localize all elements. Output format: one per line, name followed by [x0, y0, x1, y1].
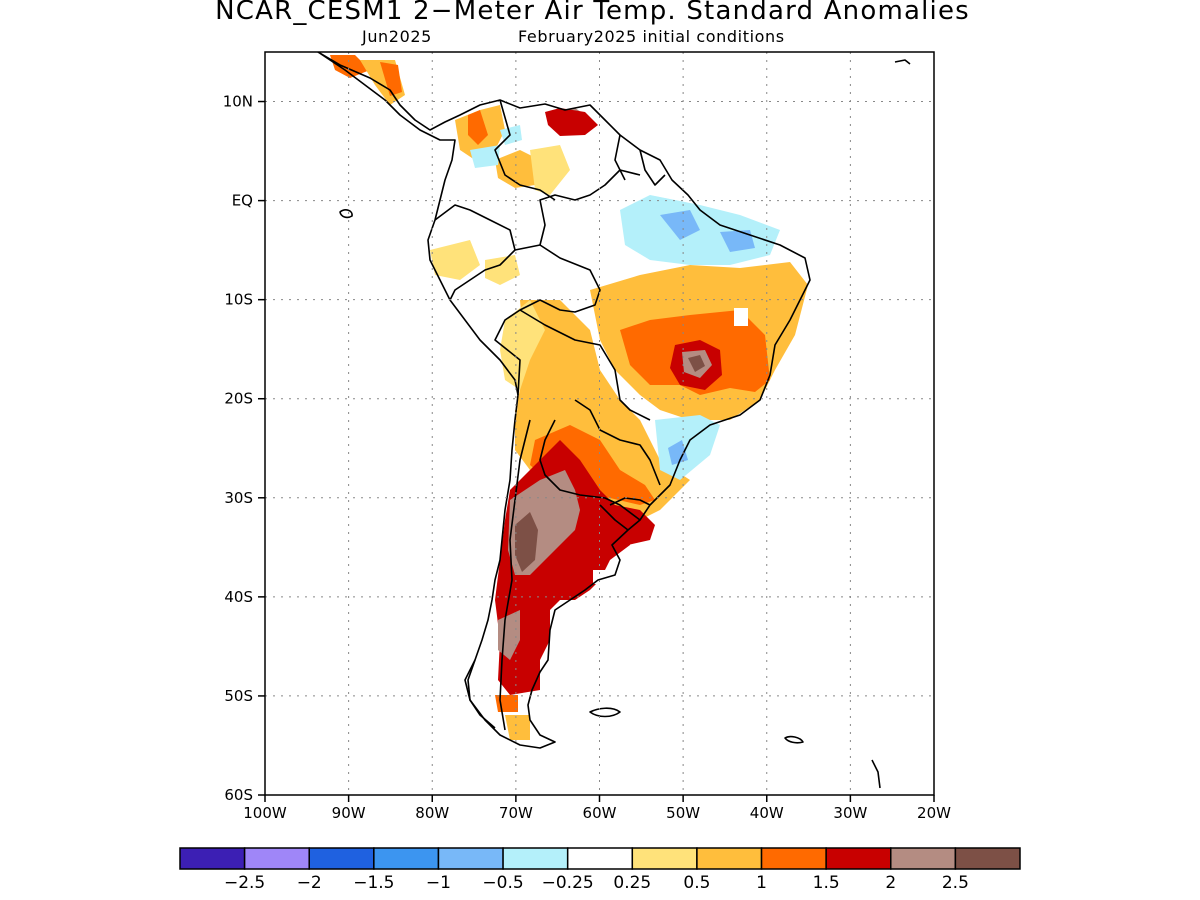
colorbar-swatch: [308, 847, 375, 870]
colorbar-swatch: [696, 847, 763, 870]
colorbar-label: −0.5: [482, 873, 523, 893]
lon-tick-label: 20W: [917, 804, 951, 822]
colorbar-label: −2: [297, 873, 322, 893]
colorbar-swatch: [631, 847, 698, 870]
colorbar-label: 2.5: [942, 873, 969, 893]
colorbar-swatch: [243, 847, 310, 870]
colorbar-label: −1.5: [353, 873, 394, 893]
lon-tick-label: 90W: [332, 804, 366, 822]
colorbar-label: −0.25: [542, 873, 594, 893]
lon-tick-label: 80W: [415, 804, 449, 822]
lon-tick-label: 40W: [750, 804, 784, 822]
colorbar-swatch: [502, 847, 569, 870]
valid-month: Jun2025: [362, 27, 432, 46]
colorbar-label: −2.5: [224, 873, 265, 893]
lat-tick-label: 40S: [224, 588, 253, 606]
anomaly-field: [330, 55, 808, 740]
lat-tick-label: 50S: [224, 687, 253, 705]
colorbar-label: 1: [756, 873, 767, 893]
lat-tick-label: 10N: [223, 93, 253, 111]
lon-tick-label: 100W: [243, 804, 287, 822]
colorbar-swatch: [179, 847, 246, 870]
lat-tick-label: 60S: [224, 786, 253, 804]
coastline: [317, 52, 911, 789]
chart-title: NCAR_CESM1 2−Meter Air Temp. Standard An…: [215, 0, 970, 26]
initial-conditions: February2025 initial conditions: [518, 27, 785, 46]
lat-tick-label: 20S: [224, 390, 253, 408]
colorbar-swatch: [760, 847, 827, 870]
colorbar-label: 1.5: [813, 873, 840, 893]
lat-tick-label: 30S: [224, 489, 253, 507]
colorbar-swatch: [890, 847, 957, 870]
colorbar-swatch: [373, 847, 440, 870]
lat-tick-label: EQ: [232, 192, 253, 210]
lon-tick-label: 30W: [833, 804, 867, 822]
colorbar-label: −1: [426, 873, 451, 893]
colorbar-label: 2: [885, 873, 896, 893]
colorbar-swatch: [566, 847, 634, 870]
lon-tick-label: 70W: [499, 804, 533, 822]
colorbar-label: 0.25: [613, 873, 651, 893]
colorbar-swatch: [825, 847, 892, 870]
colorbar-swatch: [954, 847, 1021, 870]
colorbar-label: 0.5: [683, 873, 710, 893]
lon-tick-label: 50W: [666, 804, 700, 822]
lat-tick-label: 10S: [224, 291, 253, 309]
lon-tick-label: 60W: [583, 804, 617, 822]
colorbar-swatch: [437, 847, 504, 870]
colorbar: −2.5 −2 −1.5 −1 −0.5 −0.25 0.25 0.5 1 1.5 2 2.5: [179, 847, 1021, 893]
